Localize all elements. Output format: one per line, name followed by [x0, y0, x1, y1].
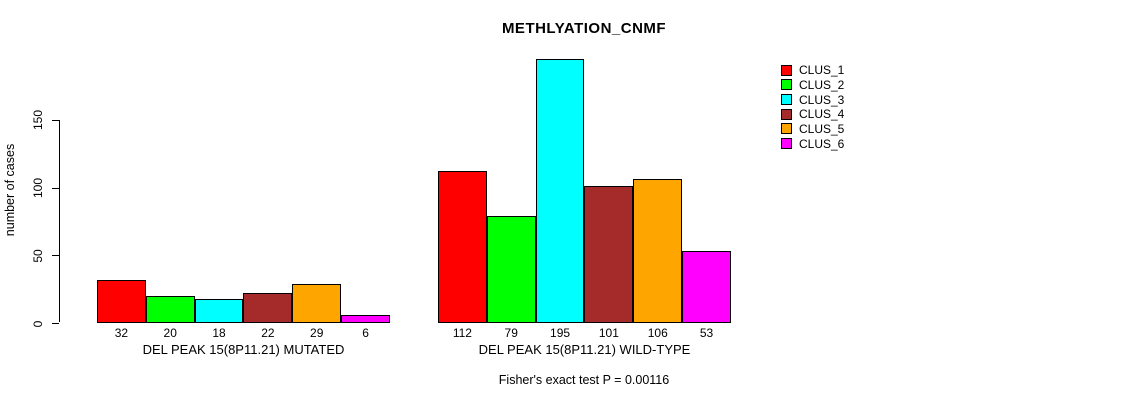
group-label: DEL PEAK 15(8P11.21) MUTATED	[142, 342, 345, 357]
legend-row: CLUS_5	[781, 122, 844, 137]
bar-value-label: 79	[504, 326, 518, 340]
y-tick-mark	[52, 323, 59, 324]
chart-legend: CLUS_1 CLUS_2 CLUS_3 CLUS_4 CLUS_5 CLUS_6	[781, 63, 844, 151]
y-tick-label: 100	[31, 178, 45, 199]
group-label: DEL PEAK 15(8P11.21) WILD-TYPE	[478, 342, 691, 357]
chart-title: METHLYATION_CNMF	[501, 20, 667, 37]
bar-value-label: 106	[647, 326, 668, 340]
legend-swatch-clus_1	[781, 64, 792, 76]
legend-label: CLUS_3	[799, 92, 845, 107]
fisher-test-annotation: Fisher's exact test P = 0.00116	[498, 373, 670, 387]
bar-clus_2-group1	[145, 295, 195, 323]
legend-label: CLUS_2	[799, 77, 845, 92]
legend-row: CLUS_1	[781, 63, 844, 78]
bar-value-label: 29	[310, 326, 324, 340]
y-tick-mark	[52, 119, 59, 121]
bar-value-label: 22	[261, 326, 275, 340]
legend-row: CLUS_6	[781, 136, 844, 151]
bar-value-label: 18	[212, 326, 226, 340]
legend-swatch-clus_5	[781, 123, 792, 135]
bar-value-label: 53	[699, 326, 714, 340]
bar-clus_3-group2	[535, 59, 585, 323]
y-axis-label: number of cases	[3, 143, 17, 237]
y-tick-mark	[52, 255, 59, 257]
legend-label: CLUS_1	[799, 63, 845, 78]
legend-row: CLUS_4	[781, 107, 844, 122]
legend-row: CLUS_2	[781, 78, 844, 93]
legend-swatch-clus_2	[781, 79, 792, 91]
y-tick-mark	[52, 187, 59, 189]
bar-clus_3-group1	[194, 298, 244, 323]
bar-clus_2-group2	[486, 216, 536, 323]
legend-swatch-clus_3	[781, 94, 792, 106]
y-tick-label: 0	[31, 320, 45, 327]
bar-clus_4-group1	[243, 293, 293, 323]
y-tick-label: 50	[31, 249, 45, 263]
legend-row: CLUS_3	[781, 92, 844, 107]
y-axis-line	[59, 119, 60, 322]
bar-value-label: 32	[114, 326, 129, 340]
bar-value-label: 101	[598, 326, 619, 340]
legend-label: CLUS_5	[799, 121, 845, 136]
bar-clus_5-group2	[633, 179, 683, 323]
bar-clus_1-group2	[438, 171, 487, 323]
legend-label: CLUS_4	[799, 107, 845, 122]
bar-clus_1-group1	[97, 279, 146, 323]
bar-clus_5-group1	[292, 283, 342, 323]
bar-value-label: 112	[452, 326, 472, 340]
bar-value-label: 195	[550, 326, 571, 340]
legend-swatch-clus_6	[781, 138, 792, 150]
bar-clus_6-group2	[682, 251, 731, 323]
bar-clus_4-group2	[584, 186, 634, 323]
bar-value-label: 6	[362, 326, 369, 340]
bar-value-label: 20	[163, 326, 177, 340]
bar-clus_6-group1	[341, 314, 390, 323]
legend-label: CLUS_6	[799, 136, 845, 151]
y-tick-label: 150	[31, 110, 45, 131]
legend-swatch-clus_4	[781, 108, 792, 120]
